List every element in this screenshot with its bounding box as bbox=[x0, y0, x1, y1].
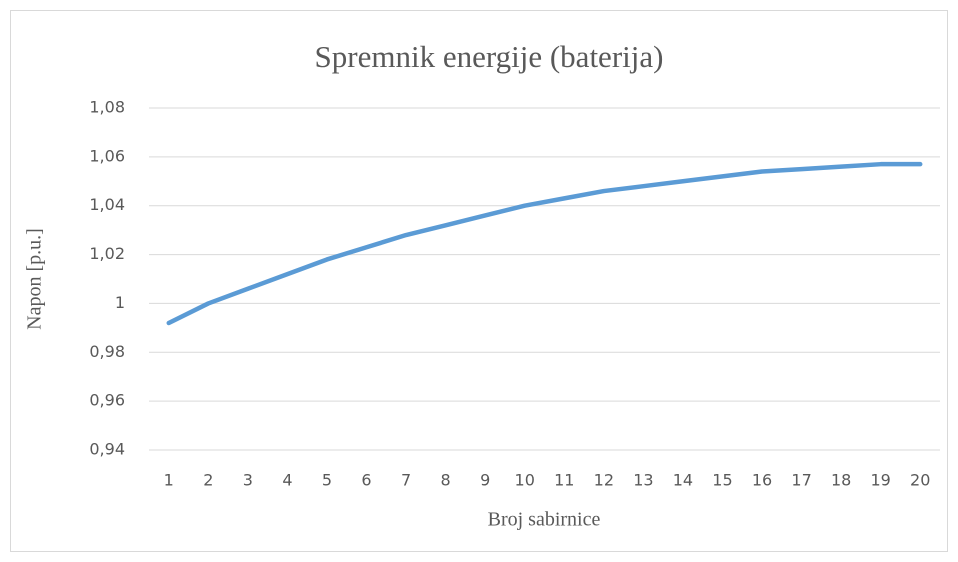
y-tick-label: 1,06 bbox=[89, 146, 125, 165]
y-tick-label: 0,94 bbox=[89, 440, 125, 459]
x-tick-label: 7 bbox=[401, 471, 411, 490]
y-axis-title: Napon [p.u.] bbox=[24, 228, 46, 330]
x-tick-label: 4 bbox=[282, 471, 292, 490]
y-tick-label: 1,08 bbox=[89, 98, 125, 117]
x-tick-label: 15 bbox=[712, 471, 732, 490]
y-tick-label: 0,98 bbox=[89, 342, 125, 361]
y-tick-label: 1,02 bbox=[89, 244, 125, 263]
chart-border bbox=[10, 10, 948, 552]
x-tick-label: 8 bbox=[441, 471, 451, 490]
x-tick-label: 20 bbox=[910, 471, 930, 490]
x-tick-label: 9 bbox=[480, 471, 490, 490]
x-tick-label: 3 bbox=[243, 471, 253, 490]
x-tick-label: 19 bbox=[870, 471, 890, 490]
x-tick-label: 18 bbox=[831, 471, 851, 490]
line-series bbox=[166, 161, 923, 326]
x-tick-label: 12 bbox=[594, 471, 614, 490]
x-tick-label: 6 bbox=[361, 471, 371, 490]
x-tick-label: 17 bbox=[791, 471, 811, 490]
x-axis-title: Broj sabirnice bbox=[488, 509, 601, 531]
x-tick-label: 11 bbox=[554, 471, 574, 490]
x-tick-label: 16 bbox=[752, 471, 772, 490]
x-tick-label: 14 bbox=[673, 471, 693, 490]
chart-title: Spremnik energije (baterija) bbox=[315, 39, 664, 74]
x-tick-label: 2 bbox=[203, 471, 213, 490]
x-tick-label: 1 bbox=[164, 471, 174, 490]
x-tick-label: 10 bbox=[515, 471, 535, 490]
y-tick-label: 1 bbox=[115, 293, 125, 312]
y-tick-label: 0,96 bbox=[89, 391, 125, 410]
x-tick-label: 13 bbox=[633, 471, 653, 490]
y-tick-label: 1,04 bbox=[89, 195, 125, 214]
x-tick-label: 5 bbox=[322, 471, 332, 490]
